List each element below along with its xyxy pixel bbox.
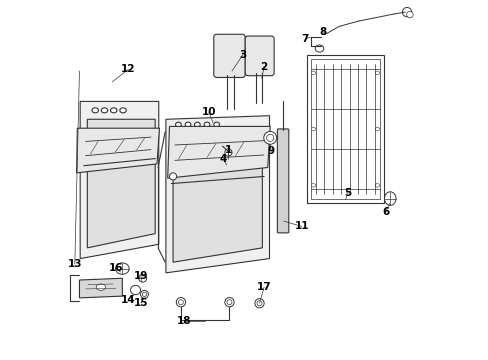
Ellipse shape: [315, 45, 323, 52]
Ellipse shape: [101, 108, 107, 113]
Text: 11: 11: [294, 221, 308, 231]
Polygon shape: [77, 128, 159, 173]
Ellipse shape: [311, 184, 315, 187]
Text: 13: 13: [67, 259, 82, 269]
FancyBboxPatch shape: [244, 36, 274, 76]
Polygon shape: [87, 119, 155, 248]
Ellipse shape: [169, 173, 176, 180]
Ellipse shape: [257, 301, 262, 306]
Ellipse shape: [115, 263, 129, 274]
Text: 3: 3: [239, 50, 246, 60]
Polygon shape: [80, 278, 122, 298]
Ellipse shape: [224, 297, 234, 307]
Text: 1: 1: [224, 145, 232, 155]
Ellipse shape: [139, 274, 146, 282]
Ellipse shape: [254, 298, 264, 308]
Ellipse shape: [374, 127, 379, 131]
Ellipse shape: [130, 285, 140, 295]
Bar: [306, 55, 383, 203]
Ellipse shape: [110, 108, 117, 113]
Ellipse shape: [266, 134, 273, 141]
Bar: [311, 59, 379, 199]
Text: 16: 16: [108, 262, 123, 273]
Text: 18: 18: [176, 316, 191, 326]
Ellipse shape: [384, 192, 395, 205]
Ellipse shape: [402, 8, 411, 17]
Text: 8: 8: [319, 27, 326, 37]
Polygon shape: [80, 102, 159, 258]
Ellipse shape: [203, 122, 209, 127]
Ellipse shape: [194, 122, 200, 127]
Ellipse shape: [185, 122, 190, 127]
Ellipse shape: [263, 131, 276, 144]
Ellipse shape: [311, 127, 315, 131]
Ellipse shape: [96, 284, 105, 291]
Polygon shape: [173, 134, 262, 262]
Ellipse shape: [175, 122, 181, 127]
Ellipse shape: [311, 71, 315, 75]
Text: 9: 9: [267, 147, 274, 157]
Ellipse shape: [176, 297, 185, 307]
Text: 7: 7: [301, 34, 308, 44]
Text: 4: 4: [219, 154, 226, 163]
Ellipse shape: [140, 291, 148, 298]
Ellipse shape: [92, 108, 98, 113]
Ellipse shape: [213, 122, 219, 127]
Text: 10: 10: [201, 107, 216, 117]
Ellipse shape: [178, 300, 183, 305]
Text: 19: 19: [133, 271, 148, 282]
Polygon shape: [165, 116, 269, 273]
Ellipse shape: [406, 12, 412, 18]
Ellipse shape: [374, 184, 379, 187]
FancyBboxPatch shape: [277, 129, 288, 233]
Polygon shape: [167, 126, 270, 178]
Text: 15: 15: [133, 298, 148, 308]
Text: 12: 12: [121, 64, 135, 74]
Ellipse shape: [226, 300, 231, 305]
Text: 2: 2: [260, 63, 267, 72]
Ellipse shape: [142, 292, 146, 296]
FancyBboxPatch shape: [213, 34, 244, 77]
Ellipse shape: [374, 71, 379, 75]
Ellipse shape: [120, 108, 126, 113]
Text: 14: 14: [121, 295, 136, 305]
Text: 6: 6: [381, 207, 388, 217]
Ellipse shape: [224, 149, 231, 156]
Text: 17: 17: [256, 282, 271, 292]
Text: 5: 5: [344, 188, 351, 198]
